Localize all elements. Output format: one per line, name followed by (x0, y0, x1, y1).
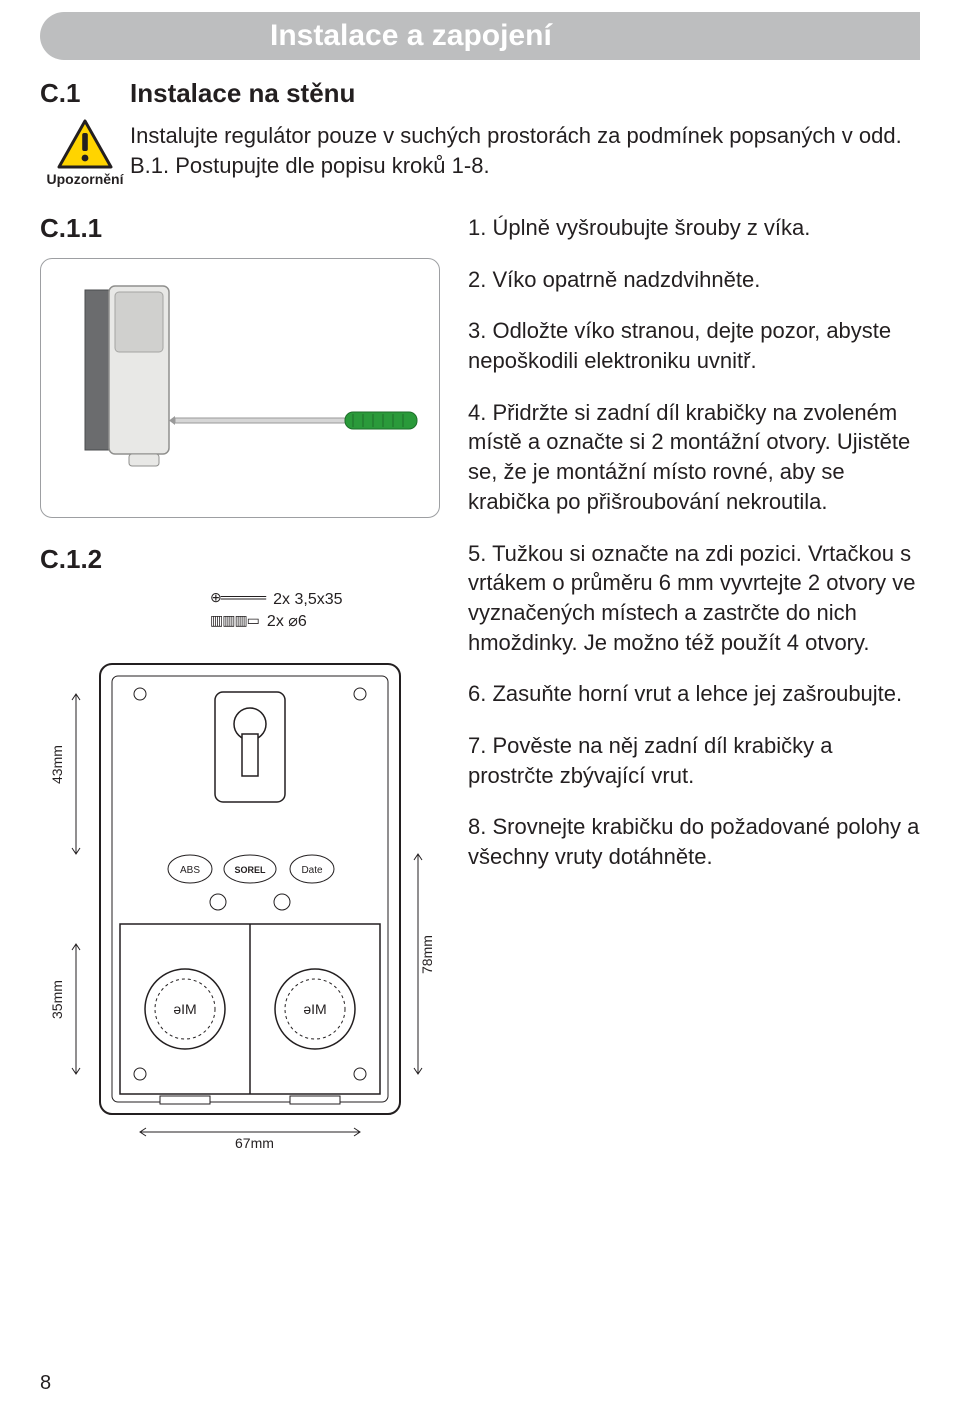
label-date: Date (301, 865, 323, 876)
figure-c12-wrap: C.1.2 ⊕══════ 2x 3,5x35 ▥▥▥▭ 2x ⌀6 (40, 544, 440, 1154)
page-header-bar: Instalace a zapojení (40, 12, 920, 60)
section-title: Instalace na stěnu (130, 78, 355, 109)
knockout-left-label: əIM (173, 1001, 196, 1017)
wallplug-icon: ▥▥▥▭ (210, 613, 259, 633)
step-7: 7. Pověste na něj zadní díl krabičky a p… (468, 731, 920, 790)
section-heading-row: C.1 Instalace na stěnu (40, 78, 920, 109)
content-two-column: C.1.1 C.1 (40, 213, 920, 1154)
figure-c12-hardware-list: ⊕══════ 2x 3,5x35 ▥▥▥▭ 2x ⌀6 (210, 589, 440, 634)
dim-bottom: 67mm (235, 1135, 274, 1151)
screw-icon: ⊕══════ (210, 590, 265, 610)
warning-icon-column: Upozornění (40, 119, 130, 187)
step-3: 3. Odložte víko stranou, dejte pozor, ab… (468, 316, 920, 375)
page-number: 8 (40, 1372, 51, 1395)
page-title: Instalace a zapojení (270, 19, 552, 53)
step-8: 8. Srovnejte krabičku do požadované polo… (468, 812, 920, 871)
dim-left-top: 43mm (49, 745, 65, 784)
label-abs: ABS (180, 865, 200, 876)
step-1: 1. Úplně vyšroubujte šrouby z víka. (468, 213, 920, 243)
step-2: 2. Víko opatrně nadzdvihněte. (468, 265, 920, 295)
section-number: C.1 (40, 78, 130, 109)
screw-spec: 2x 3,5x35 (273, 589, 342, 611)
figure-c12-illustration: 43mm 35mm 78mm 67mm (40, 634, 440, 1154)
knockout-right-label: əIM (303, 1001, 326, 1017)
warning-row: Upozornění Instalujte regulátor pouze v … (40, 119, 920, 187)
dim-left-bottom: 35mm (49, 980, 65, 1019)
left-column: C.1.1 C.1 (40, 213, 440, 1154)
dim-right: 78mm (419, 935, 435, 974)
plug-spec: 2x ⌀6 (267, 611, 307, 633)
subsection-c12-number: C.1.2 (40, 544, 440, 575)
hardware-plug-row: ▥▥▥▭ 2x ⌀6 (210, 611, 440, 633)
warning-text: Instalujte regulátor pouze v suchých pro… (130, 119, 920, 180)
figure-c11-frame (40, 258, 440, 518)
hardware-screw-row: ⊕══════ 2x 3,5x35 (210, 589, 440, 611)
step-5: 5. Tužkou si označte na zdi pozici. Vrta… (468, 539, 920, 658)
warning-label: Upozornění (47, 171, 124, 187)
subsection-c11-number: C.1.1 (40, 213, 440, 244)
steps-column: 1. Úplně vyšroubujte šrouby z víka. 2. V… (468, 213, 920, 1154)
step-6: 6. Zasuňte horní vrut a lehce jej zašrou… (468, 679, 920, 709)
label-sorel: SOREL (234, 865, 266, 875)
step-4: 4. Přidržte si zadní díl krabičky na zvo… (468, 398, 920, 517)
warning-triangle-icon (57, 119, 113, 169)
figure-c11-illustration (55, 278, 425, 498)
